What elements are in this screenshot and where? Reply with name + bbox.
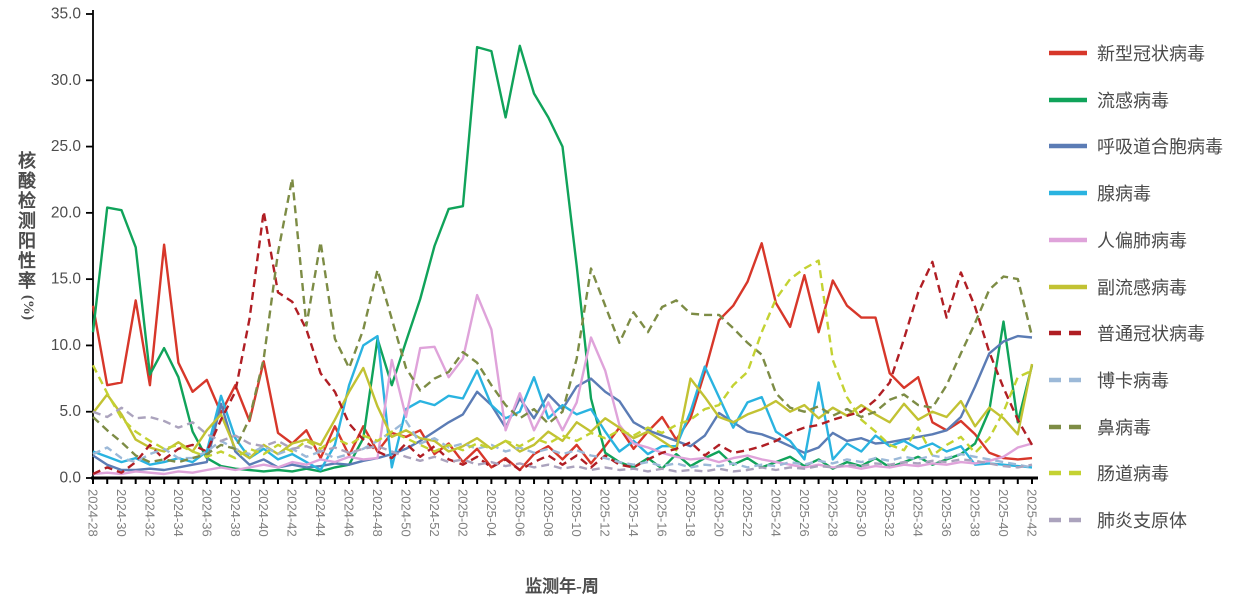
legend-line-swatch-icon bbox=[1049, 144, 1087, 149]
y-tick-label: 10.0 bbox=[51, 337, 82, 354]
series-line-1 bbox=[91, 242, 1033, 472]
y-tick-label: 20.0 bbox=[51, 204, 82, 221]
series-line-9 bbox=[92, 177, 1034, 464]
x-tick-label: 2024-40 bbox=[256, 489, 271, 537]
legend-line-swatch-icon bbox=[1049, 190, 1087, 196]
x-tick-label: 2024-48 bbox=[370, 489, 385, 537]
legend-item-4: 腺病毒 bbox=[1048, 181, 1151, 205]
y-tick-label: 30.0 bbox=[51, 72, 82, 89]
y-axis-label-char: 率 bbox=[18, 271, 36, 291]
legend-label: 人偏肺病毒 bbox=[1097, 230, 1187, 251]
legend-line-swatch-icon bbox=[1049, 237, 1087, 243]
legend-label: 肠道病毒 bbox=[1097, 464, 1169, 485]
y-axis-label-char: 检 bbox=[18, 191, 36, 211]
x-tick-label: 2025-10 bbox=[569, 489, 584, 537]
legend-line-swatch-icon bbox=[1049, 330, 1087, 336]
x-tick-label: 2025-42 bbox=[1025, 489, 1040, 537]
legend-label: 鼻病毒 bbox=[1097, 417, 1151, 438]
x-tick-label: 2025-34 bbox=[911, 489, 926, 537]
x-tick-label: 2024-44 bbox=[313, 489, 328, 537]
x-axis-title: 监测年-周 bbox=[525, 577, 599, 596]
legend-label: 新型冠状病毒 bbox=[1097, 44, 1205, 64]
y-axis-label-char: 阳 bbox=[18, 231, 36, 251]
x-tick-label: 2025-14 bbox=[626, 489, 641, 537]
legend-line-swatch-icon bbox=[1049, 97, 1087, 102]
x-tick-label: 2025-20 bbox=[712, 489, 727, 537]
x-tick-label: 2025-18 bbox=[683, 489, 698, 537]
legend-label: 博卡病毒 bbox=[1097, 370, 1169, 391]
x-tick-label: 2024-50 bbox=[399, 489, 414, 537]
x-tick-label: 2025-40 bbox=[996, 489, 1011, 537]
x-tick-label: 2024-28 bbox=[86, 489, 101, 537]
legend-item-7: 普通冠状病毒 bbox=[1048, 321, 1205, 345]
x-tick-label: 2025-32 bbox=[882, 489, 897, 537]
x-tick-label: 2025-28 bbox=[825, 489, 840, 537]
y-axis-label-char: 性 bbox=[18, 251, 36, 271]
legend-label: 副流感病毒 bbox=[1097, 277, 1187, 298]
x-tick-label: 2025-38 bbox=[968, 489, 983, 537]
x-tick-label: 2025-30 bbox=[854, 489, 869, 537]
x-tick-label: 2025-16 bbox=[655, 489, 670, 537]
series-line-6 bbox=[92, 363, 1034, 460]
series-line-3 bbox=[92, 334, 1033, 472]
y-axis-label-char: 测 bbox=[18, 211, 36, 231]
x-tick-label: 2024-52 bbox=[427, 489, 442, 537]
legend-item-10: 肠道病毒 bbox=[1048, 461, 1169, 485]
y-axis-label: 核酸检测阳性率 (%) bbox=[14, 151, 40, 321]
legend-label: 普通冠状病毒 bbox=[1097, 324, 1205, 345]
y-axis-label-char: 酸 bbox=[18, 171, 36, 191]
series-line-11 bbox=[92, 406, 1033, 473]
x-tick-label: 2024-38 bbox=[228, 489, 243, 537]
x-tick-label: 2025-26 bbox=[797, 489, 812, 537]
x-tick-label: 2024-36 bbox=[199, 489, 214, 537]
y-tick-label: 0.0 bbox=[59, 470, 81, 487]
x-tick-label: 2024-34 bbox=[171, 489, 186, 537]
legend-item-2: 流感病毒 bbox=[1048, 88, 1169, 112]
x-tick-label: 2025-22 bbox=[740, 489, 755, 537]
legend-line-swatch-icon bbox=[1049, 424, 1087, 429]
legend-line-swatch-icon bbox=[1049, 377, 1087, 383]
y-tick-label: 35.0 bbox=[51, 6, 82, 23]
legend-item-5: 人偏肺病毒 bbox=[1048, 228, 1187, 252]
legend-line-swatch-icon bbox=[1049, 471, 1087, 476]
legend-line-swatch-icon bbox=[1049, 517, 1087, 523]
x-tick-label: 2025-24 bbox=[768, 489, 783, 537]
x-tick-label: 2025-12 bbox=[598, 489, 613, 537]
x-tick-label: 2025-02 bbox=[455, 489, 470, 537]
x-tick-label: 2024-32 bbox=[142, 489, 157, 537]
series-line-8 bbox=[92, 419, 1033, 469]
legend-item-3: 呼吸道合胞病毒 bbox=[1048, 134, 1223, 158]
legend-line-swatch-icon bbox=[1049, 284, 1087, 289]
legend-label: 呼吸道合胞病毒 bbox=[1097, 137, 1223, 158]
x-tick-label: 2024-42 bbox=[285, 489, 300, 537]
series-line-7 bbox=[92, 210, 1034, 476]
y-tick-label: 25.0 bbox=[51, 138, 82, 155]
y-axis-label-char: 核 bbox=[18, 151, 36, 171]
series-line-10 bbox=[91, 259, 1033, 460]
x-tick-label: 2024-46 bbox=[342, 489, 357, 537]
x-tick-label: 2025-04 bbox=[484, 489, 499, 537]
legend: 新型冠状病毒 流感病毒呼吸道合胞病毒 腺病毒人偏肺病毒副流感病毒普通冠状病毒 博卡病毒… bbox=[1048, 0, 1247, 606]
legend-label: 肺炎支原体 bbox=[1097, 511, 1187, 531]
legend-item-9: 鼻病毒 bbox=[1048, 415, 1151, 439]
legend-item-1: 新型冠状病毒 bbox=[1048, 41, 1205, 65]
legend-label: 流感病毒 bbox=[1097, 90, 1169, 111]
x-tick-label: 2025-06 bbox=[512, 489, 527, 537]
legend-label: 腺病毒 bbox=[1097, 184, 1151, 205]
legend-line-swatch-icon bbox=[1049, 50, 1087, 56]
x-tick-label: 2024-30 bbox=[114, 489, 129, 537]
legend-item-11: 肺炎支原体 bbox=[1048, 508, 1187, 532]
y-tick-label: 5.0 bbox=[59, 403, 81, 420]
y-tick-label: 15.0 bbox=[51, 271, 82, 288]
x-tick-label: 2025-36 bbox=[939, 489, 954, 537]
y-axis-unit: (%) bbox=[19, 295, 36, 320]
legend-item-8: 博卡病毒 bbox=[1048, 368, 1169, 392]
legend-item-6: 副流感病毒 bbox=[1048, 275, 1187, 299]
series-line-5 bbox=[92, 293, 1033, 476]
x-tick-label: 2025-08 bbox=[541, 489, 556, 537]
